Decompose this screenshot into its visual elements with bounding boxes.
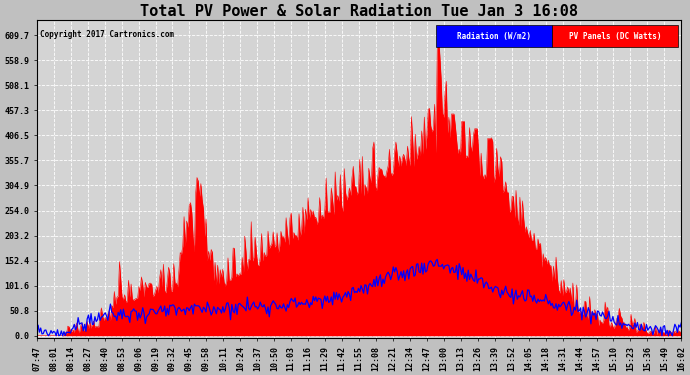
Text: Radiation (W/m2): Radiation (W/m2)	[457, 32, 531, 41]
Title: Total PV Power & Solar Radiation Tue Jan 3 16:08: Total PV Power & Solar Radiation Tue Jan…	[140, 4, 578, 19]
Text: Copyright 2017 Cartronics.com: Copyright 2017 Cartronics.com	[40, 30, 174, 39]
FancyBboxPatch shape	[553, 25, 678, 47]
Text: PV Panels (DC Watts): PV Panels (DC Watts)	[569, 32, 662, 41]
FancyBboxPatch shape	[436, 25, 553, 47]
